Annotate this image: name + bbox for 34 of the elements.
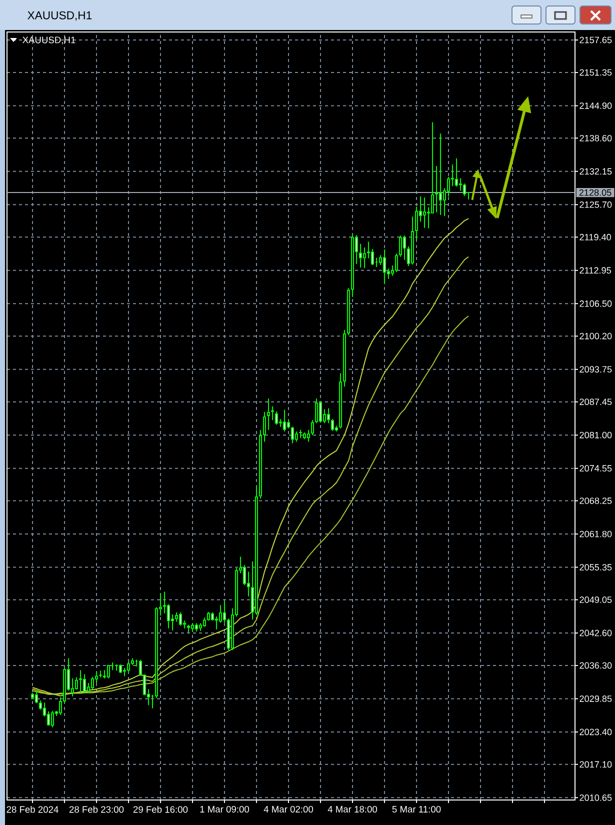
- y-tick-label: 2144.90: [580, 102, 612, 109]
- y-tick-label: 2023.40: [580, 728, 612, 736]
- y-tick-label: 2093.75: [580, 366, 612, 373]
- y-tick-label: 2125.70: [580, 201, 612, 208]
- chart-subtitle: XAUUSD,H1: [22, 36, 76, 44]
- y-tick-label: 2132.15: [580, 168, 612, 175]
- y-tick-label: 2042.60: [580, 630, 612, 636]
- y-tick-label: 2029.85: [580, 696, 612, 702]
- y-tick-label: 2061.80: [580, 530, 612, 538]
- y-tick-label: 2055.35: [580, 564, 612, 570]
- y-tick-label: 2049.05: [580, 596, 612, 603]
- y-tick-label: 2100.20: [580, 332, 612, 340]
- y-tick-label: 2068.25: [580, 498, 612, 504]
- y-tick-label: 2151.35: [580, 69, 612, 76]
- y-tick-label: 2074.55: [580, 465, 612, 472]
- x-tick-label: 4 Mar 18:00: [328, 806, 378, 813]
- y-tick-label: 2081.00: [580, 432, 612, 438]
- x-tick-label: 1 Mar 09:00: [200, 806, 250, 813]
- y-tick-label: 2138.60: [580, 134, 612, 142]
- x-tick-label: 28 Feb 2024: [6, 806, 58, 813]
- chart-title: XAUUSD,H1: [28, 11, 92, 21]
- y-tick-label: 2119.40: [580, 234, 612, 240]
- x-tick-label: 4 Mar 02:00: [264, 806, 314, 813]
- y-tick-label: 2087.45: [580, 398, 612, 406]
- x-tick-label: 5 Mar 11:00: [392, 806, 441, 813]
- y-tick-label: 2157.65: [580, 36, 612, 44]
- x-tick-label: 29 Feb 16:00: [133, 806, 188, 813]
- ref-line-label: 2128.05: [579, 189, 612, 196]
- y-tick-label: 2112.95: [580, 267, 611, 274]
- y-tick-label: 2036.30: [580, 662, 612, 669]
- y-tick-label: 2106.50: [580, 300, 612, 307]
- x-tick-label: 28 Feb 23:00: [69, 806, 124, 813]
- y-tick-label: 2017.10: [580, 761, 612, 768]
- y-tick-label: 2010.65: [580, 794, 612, 801]
